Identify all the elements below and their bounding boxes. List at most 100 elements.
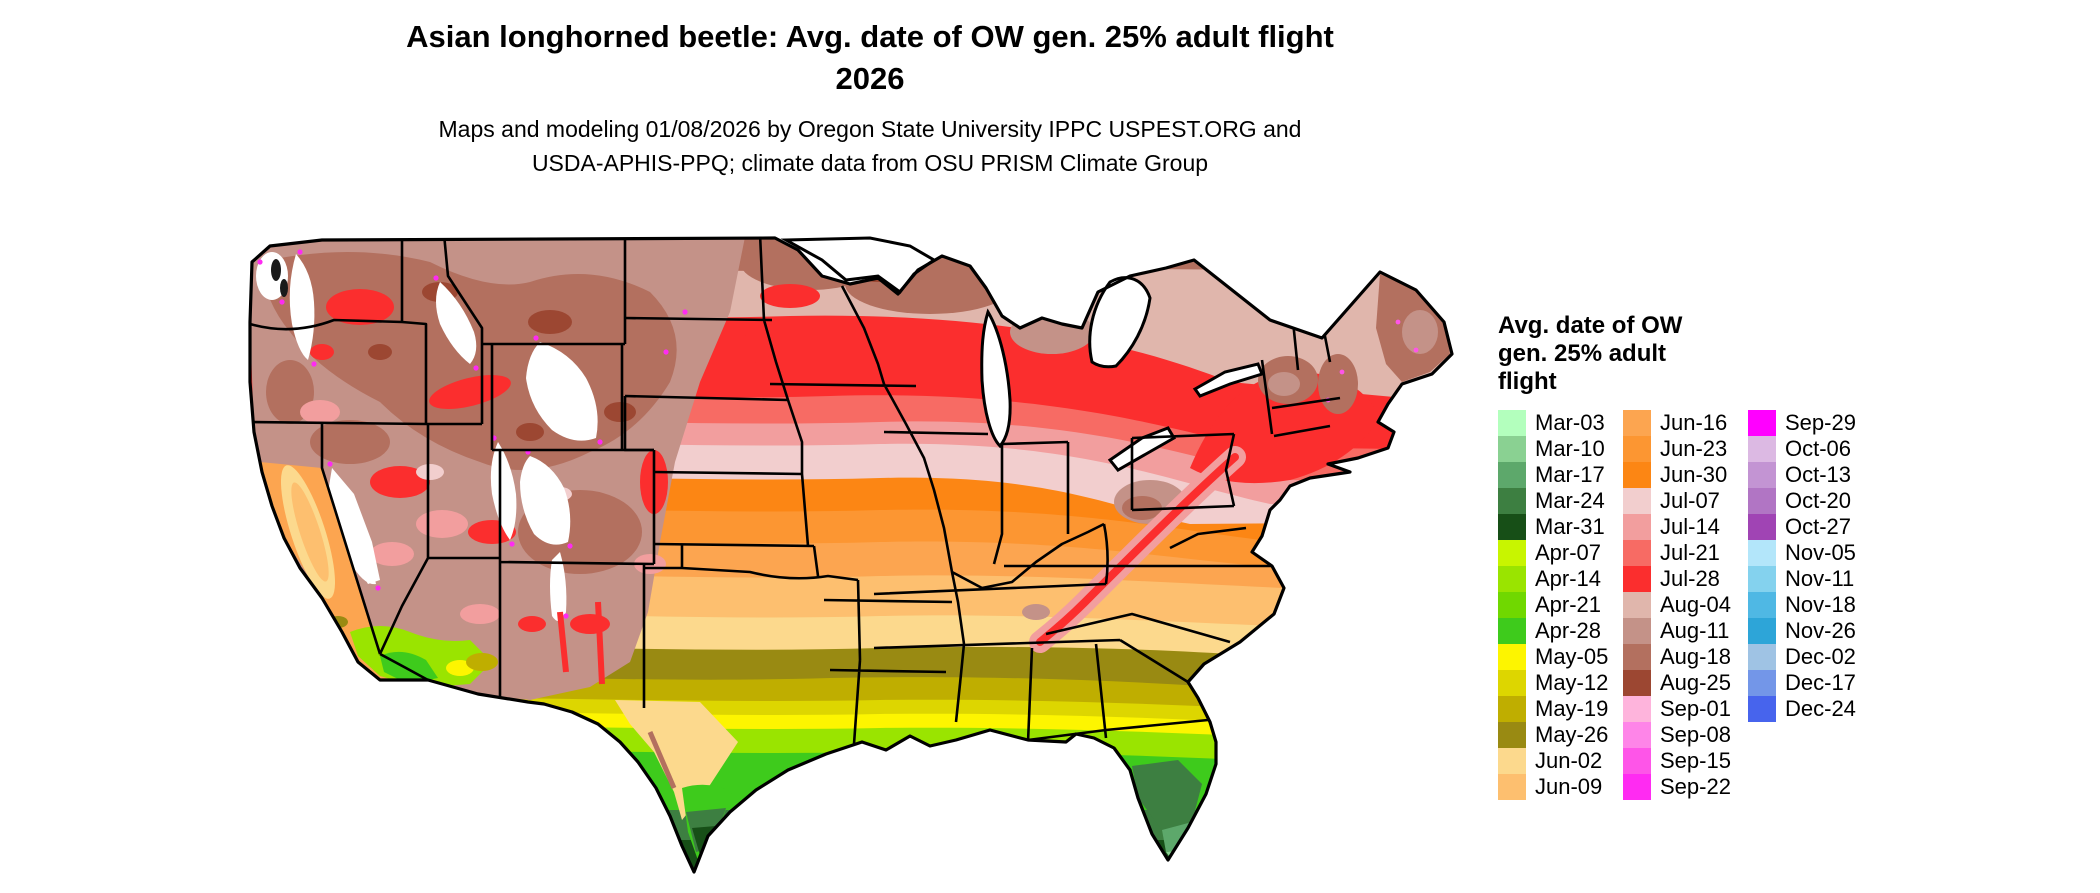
legend-label: Apr-21 — [1535, 592, 1602, 617]
legend-entry: Aug-11 — [1623, 618, 1748, 644]
legend-swatch — [1498, 618, 1526, 644]
legend-label: Oct-27 — [1785, 514, 1852, 539]
legend-swatch — [1623, 514, 1651, 540]
legend-entry: Apr-21 — [1498, 592, 1623, 618]
legend-label: Jun-30 — [1660, 462, 1728, 487]
legend-swatch — [1623, 748, 1651, 774]
legend-label: Dec-17 — [1785, 670, 1856, 695]
legend-swatch — [1748, 696, 1776, 722]
legend-entry: Jul-14 — [1623, 514, 1748, 540]
legend-entry: Jul-07 — [1623, 488, 1748, 514]
legend-label: May-05 — [1535, 644, 1609, 669]
n-lower-michigan-brown — [1010, 310, 1094, 354]
legend-label: Sep-01 — [1660, 696, 1731, 721]
state-borders — [250, 238, 1341, 745]
legend-entry: Oct-06 — [1748, 436, 1898, 462]
lake-michigan — [980, 308, 1012, 449]
legend-entry: Dec-17 — [1748, 670, 1898, 696]
legend-entry: Nov-05 — [1748, 540, 1898, 566]
legend-entry: Apr-28 — [1498, 618, 1623, 644]
legend-label: Mar-17 — [1535, 462, 1605, 487]
legend-entry: Dec-24 — [1748, 696, 1898, 722]
legend-entry: Jun-09 — [1498, 774, 1623, 800]
legend-entry: Sep-22 — [1623, 774, 1748, 800]
legend-label: Nov-05 — [1785, 540, 1856, 565]
legend-label: Jun-16 — [1660, 410, 1728, 435]
legend-label: Oct-13 — [1785, 462, 1852, 487]
legend-label: Mar-24 — [1535, 488, 1605, 513]
legend-entry: May-05 — [1498, 644, 1623, 670]
legend-entry: Mar-17 — [1498, 462, 1623, 488]
legend-swatch — [1748, 592, 1776, 618]
legend-swatch — [1498, 722, 1526, 748]
legend-label: Nov-18 — [1785, 592, 1856, 617]
central-florida-darkgreen — [1132, 760, 1202, 830]
legend-entry: Apr-14 — [1498, 566, 1623, 592]
legend-label: Aug-18 — [1660, 644, 1731, 669]
legend-swatch — [1748, 514, 1776, 540]
legend-swatch — [1498, 670, 1526, 696]
lake-huron — [1088, 276, 1152, 369]
legend-swatch — [1623, 618, 1651, 644]
legend-label: Jun-09 — [1535, 774, 1603, 799]
legend-swatch — [1498, 514, 1526, 540]
legend-entry: Dec-02 — [1748, 644, 1898, 670]
legend-swatch — [1498, 774, 1526, 800]
legend-label: Sep-29 — [1785, 410, 1856, 435]
legend-entry: Mar-10 — [1498, 436, 1623, 462]
legend-swatch — [1623, 644, 1651, 670]
legend-swatch — [1498, 592, 1526, 618]
legend-entry: Jul-28 — [1623, 566, 1748, 592]
legend-label: Aug-25 — [1660, 670, 1731, 695]
legend-swatch — [1748, 410, 1776, 436]
legend-label: Jul-21 — [1660, 540, 1720, 565]
legend-label: Apr-14 — [1535, 566, 1602, 591]
legend-entry: Oct-13 — [1748, 462, 1898, 488]
legend-entry: May-26 — [1498, 722, 1623, 748]
legend-entry: Apr-07 — [1498, 540, 1623, 566]
legend-label: May-19 — [1535, 696, 1609, 721]
white-mountains-brown — [1318, 354, 1358, 414]
legend-swatch — [1748, 566, 1776, 592]
legend-label: Mar-03 — [1535, 410, 1605, 435]
legend-entry: Aug-18 — [1623, 644, 1748, 670]
legend-swatch — [1498, 696, 1526, 722]
legend-entry: Sep-29 — [1748, 410, 1898, 436]
legend-label: Sep-08 — [1660, 722, 1731, 747]
legend-entry: Sep-08 — [1623, 722, 1748, 748]
west-texas — [615, 700, 738, 820]
figure-header: Asian longhorned beetle: Avg. date of OW… — [0, 16, 1740, 180]
us-outline — [248, 236, 1454, 874]
legend-label: Jul-28 — [1660, 566, 1720, 591]
legend-swatch — [1748, 618, 1776, 644]
legend-entry: Jun-30 — [1623, 462, 1748, 488]
legend-swatch — [1748, 644, 1776, 670]
legend-swatch — [1498, 566, 1526, 592]
legend-swatch — [1748, 540, 1776, 566]
lake-ontario — [1192, 362, 1264, 398]
legend-column: Jun-16 Jun-23 Jun-30 Jul-07 Jul-14 Jul-21 Jul-… — [1623, 410, 1748, 800]
legend-swatch — [1623, 592, 1651, 618]
legend-label: May-26 — [1535, 722, 1609, 747]
legend-swatch — [1498, 540, 1526, 566]
us-phenology-map — [230, 232, 1470, 888]
legend-swatch — [1623, 670, 1651, 696]
map-title-line2: 2026 — [835, 61, 905, 96]
legend-label: Jun-02 — [1535, 748, 1603, 773]
legend-swatch — [1623, 566, 1651, 592]
legend-swatch — [1498, 410, 1526, 436]
legend-label: Nov-26 — [1785, 618, 1856, 643]
magenta-specks — [257, 249, 688, 619]
legend-swatch — [1623, 410, 1651, 436]
legend-label: Mar-31 — [1535, 514, 1605, 539]
legend-label: Jun-23 — [1660, 436, 1728, 461]
legend-entry: Jul-21 — [1623, 540, 1748, 566]
legend-swatch — [1623, 436, 1651, 462]
legend-swatch — [1623, 696, 1651, 722]
legend-entry: Aug-04 — [1623, 592, 1748, 618]
map-title-line1: Asian longhorned beetle: Avg. date of OW… — [406, 19, 1334, 54]
legend-label: Jul-07 — [1660, 488, 1720, 513]
legend-swatch — [1623, 540, 1651, 566]
legend-entry: May-12 — [1498, 670, 1623, 696]
legend-label: Apr-07 — [1535, 540, 1602, 565]
